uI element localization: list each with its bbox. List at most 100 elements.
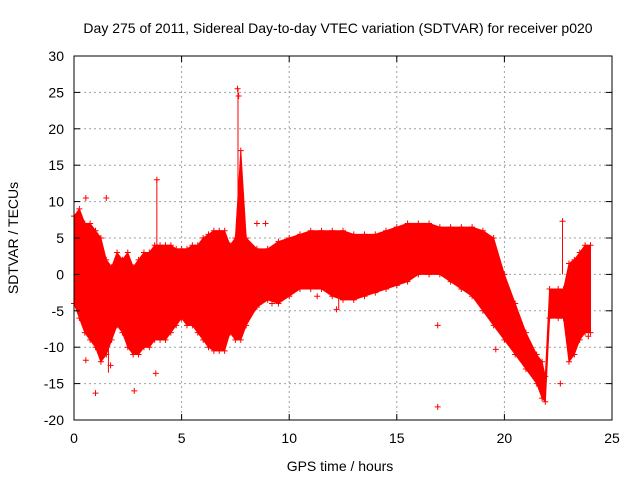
data-point-outlier bbox=[434, 403, 441, 410]
data-point-lower bbox=[383, 285, 390, 292]
data-point-upper bbox=[119, 256, 126, 263]
y-tick-label: -5 bbox=[52, 303, 65, 319]
data-point-lower bbox=[426, 271, 433, 278]
data-point-lower bbox=[130, 351, 137, 358]
data-point-lower bbox=[162, 336, 169, 343]
data-point-lower bbox=[194, 329, 201, 336]
data-point-lower bbox=[571, 351, 578, 358]
data-point-lower bbox=[92, 344, 99, 351]
data-point-upper bbox=[393, 224, 400, 231]
y-tick-label: 10 bbox=[48, 194, 64, 210]
data-point-upper bbox=[221, 227, 228, 234]
data-band bbox=[73, 150, 591, 404]
data-point-upper bbox=[189, 242, 196, 249]
data-point-lower bbox=[522, 366, 529, 373]
data-point-upper bbox=[205, 231, 212, 238]
data-point-outlier bbox=[492, 346, 499, 353]
data-point-upper bbox=[479, 227, 486, 234]
data-point-upper bbox=[286, 235, 293, 241]
data-point-lower bbox=[264, 296, 271, 303]
data-point-upper bbox=[76, 205, 83, 212]
data-layer bbox=[71, 85, 594, 410]
data-point-lower bbox=[81, 329, 88, 336]
data-point-lower bbox=[232, 336, 239, 343]
data-point-outlier bbox=[107, 362, 114, 369]
data-point-upper bbox=[522, 329, 529, 336]
data-point-lower bbox=[189, 322, 196, 329]
data-point-outlier bbox=[510, 342, 517, 349]
data-point-lower bbox=[329, 293, 336, 300]
data-point-upper bbox=[576, 249, 583, 256]
data-point-outlier bbox=[333, 306, 340, 313]
data-point-upper bbox=[542, 373, 549, 380]
x-tick-label: 25 bbox=[604, 430, 620, 446]
y-tick-label: 30 bbox=[48, 48, 64, 64]
data-point-upper bbox=[232, 235, 239, 241]
data-point-upper bbox=[318, 227, 325, 234]
data-point-lower bbox=[436, 271, 443, 278]
data-point-upper bbox=[194, 242, 201, 249]
data-point-outlier bbox=[559, 218, 566, 225]
data-point-outlier bbox=[262, 220, 269, 227]
data-point-lower bbox=[447, 278, 454, 285]
y-tick-label: -20 bbox=[44, 412, 64, 428]
data-point-upper bbox=[469, 224, 476, 231]
data-point-upper bbox=[275, 238, 282, 245]
data-point-lower bbox=[124, 344, 131, 351]
data-point-upper bbox=[587, 242, 594, 249]
data-point-lower bbox=[479, 307, 486, 314]
data-point-upper bbox=[490, 235, 497, 241]
data-point-upper bbox=[114, 249, 121, 256]
data-point-lower bbox=[361, 293, 368, 300]
y-tick-label: 0 bbox=[56, 266, 64, 282]
data-point-outlier bbox=[503, 336, 510, 343]
data-point-lower bbox=[108, 336, 115, 343]
data-point-lower bbox=[415, 271, 422, 278]
data-point-outlier bbox=[82, 357, 89, 364]
data-point-upper bbox=[173, 245, 180, 252]
data-point-upper bbox=[539, 358, 546, 365]
data-point-upper bbox=[81, 220, 88, 227]
data-point-outlier bbox=[585, 333, 592, 340]
data-point-lower bbox=[243, 322, 250, 329]
data-point-upper bbox=[227, 242, 234, 249]
data-point-lower bbox=[275, 300, 282, 307]
data-point-lower bbox=[404, 278, 411, 285]
data-point-lower bbox=[216, 347, 223, 354]
y-tick-label: 15 bbox=[48, 157, 64, 173]
data-point-lower bbox=[372, 289, 379, 296]
data-point-upper bbox=[340, 227, 346, 234]
data-point-upper bbox=[565, 260, 572, 267]
data-point-lower bbox=[87, 336, 94, 343]
data-point-lower bbox=[318, 285, 325, 292]
data-point-upper bbox=[200, 235, 207, 241]
data-point-upper bbox=[533, 351, 540, 358]
y-tick-label: 20 bbox=[48, 121, 64, 137]
data-point-lower bbox=[178, 315, 185, 322]
data-point-lower bbox=[539, 395, 546, 402]
data-point-lower bbox=[576, 336, 583, 343]
data-point-lower bbox=[469, 293, 476, 300]
data-point-outlier bbox=[234, 85, 241, 92]
data-point-outlier bbox=[253, 220, 260, 227]
data-point-lower bbox=[146, 344, 153, 351]
data-point-upper bbox=[178, 245, 185, 252]
data-point-lower bbox=[97, 358, 104, 365]
data-point-upper bbox=[146, 249, 153, 256]
data-point-lower bbox=[210, 347, 217, 354]
data-point-lower bbox=[151, 336, 158, 343]
data-point-lower bbox=[119, 329, 126, 336]
data-point-lower bbox=[253, 304, 260, 311]
data-point-upper bbox=[560, 285, 567, 292]
data-point-upper bbox=[361, 231, 368, 238]
data-point-upper bbox=[140, 249, 147, 256]
data-point-lower bbox=[157, 336, 164, 343]
data-point-upper bbox=[436, 224, 443, 231]
data-point-outlier bbox=[314, 293, 321, 300]
data-point-upper bbox=[135, 256, 142, 263]
data-point-upper bbox=[404, 220, 411, 227]
data-point-outlier bbox=[92, 390, 99, 397]
data-point-lower bbox=[393, 282, 400, 289]
y-tick-label: 25 bbox=[48, 84, 64, 100]
